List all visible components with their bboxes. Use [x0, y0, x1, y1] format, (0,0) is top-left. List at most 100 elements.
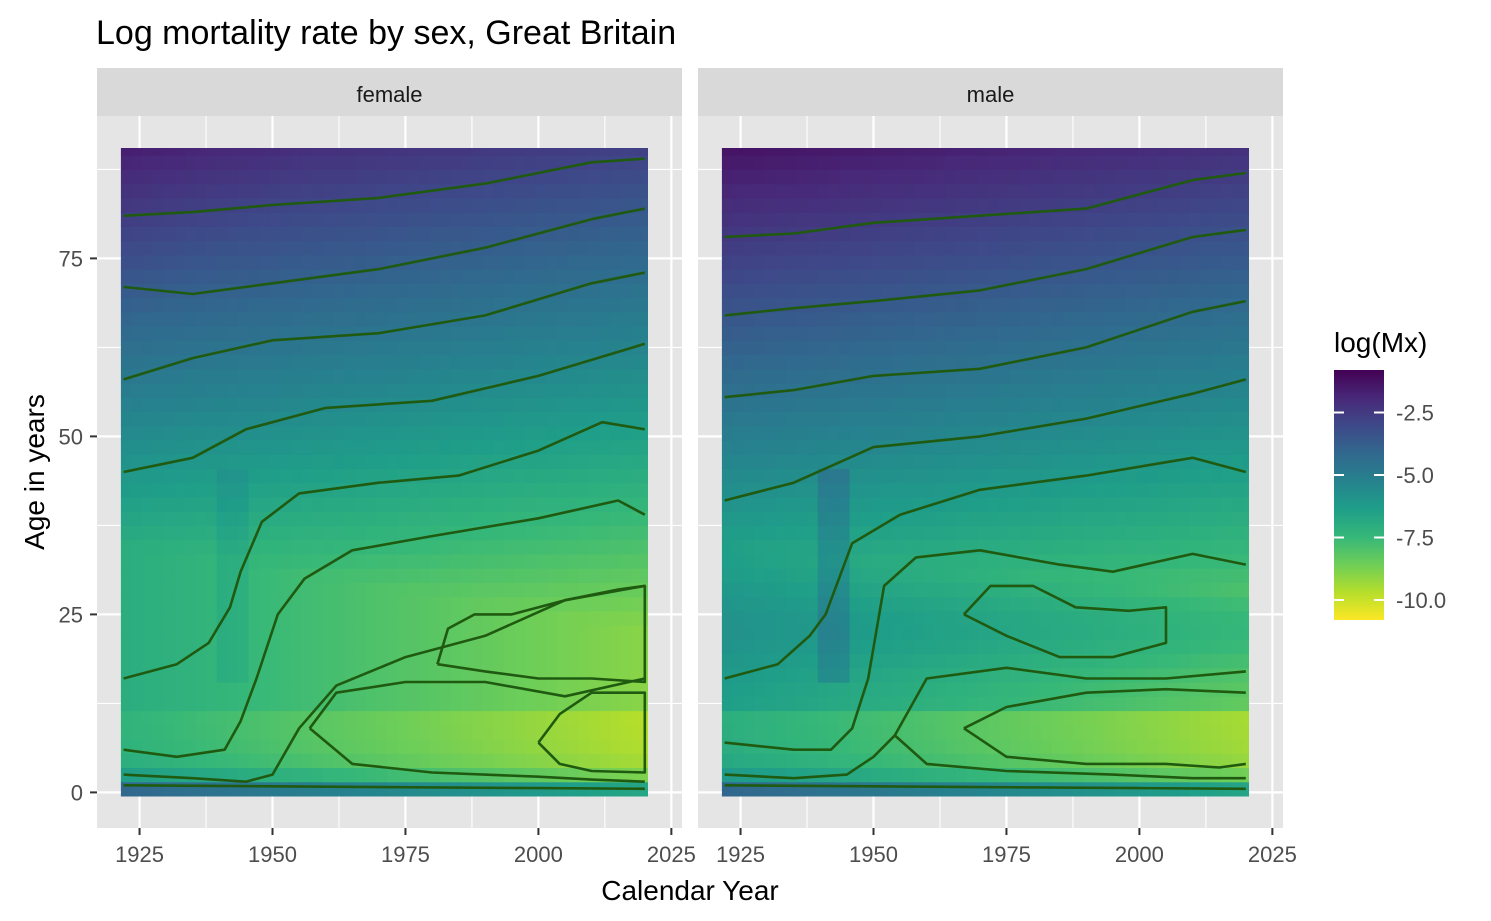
heatmap-tile — [610, 155, 622, 170]
heatmap-tile — [557, 197, 569, 213]
heatmap-tile — [1041, 511, 1053, 526]
heatmap-tile — [152, 710, 164, 726]
heatmap-tile — [1019, 753, 1031, 768]
heatmap-tile — [828, 148, 840, 156]
heatmap-tile — [764, 553, 776, 569]
heatmap-tile — [1211, 739, 1223, 754]
heatmap-tile — [312, 169, 324, 185]
heatmap-tile — [408, 639, 420, 655]
heatmap-tile — [785, 781, 797, 797]
heatmap-tile — [291, 610, 303, 626]
heatmap-tile — [131, 311, 143, 327]
heatmap-tile — [860, 269, 872, 284]
heatmap-tile — [721, 212, 734, 227]
heatmap-tile — [1072, 425, 1085, 441]
heatmap-tile — [870, 596, 882, 612]
heatmap-tile — [248, 283, 260, 299]
heatmap-tile — [610, 283, 622, 299]
heatmap-tile — [892, 781, 904, 797]
heatmap-tile — [1221, 767, 1233, 783]
heatmap-tile — [807, 653, 819, 669]
heatmap-tile — [184, 226, 196, 242]
heatmap-tile — [838, 269, 851, 284]
heatmap-tile — [642, 269, 648, 284]
heatmap-tile — [514, 397, 526, 412]
heatmap-tile — [1200, 326, 1212, 341]
heatmap-tile — [142, 625, 154, 640]
heatmap-tile — [860, 525, 872, 541]
heatmap-tile — [870, 739, 882, 754]
heatmap-tile — [610, 383, 622, 398]
heatmap-tile — [429, 197, 441, 213]
heatmap-tile — [429, 397, 441, 412]
heatmap-tile — [1211, 454, 1223, 469]
heatmap-tile — [365, 610, 377, 626]
heatmap-tile — [1189, 739, 1202, 754]
heatmap-tile — [998, 397, 1010, 412]
heatmap-tile — [913, 197, 925, 213]
heatmap-tile — [1168, 440, 1180, 455]
heatmap-tile — [785, 169, 797, 185]
heatmap-tile — [386, 682, 398, 697]
heatmap-tile — [1200, 596, 1212, 612]
heatmap-tile — [977, 340, 989, 356]
heatmap-tile — [1200, 525, 1212, 541]
heatmap-tile — [934, 368, 946, 384]
heatmap-tile — [120, 212, 133, 227]
heatmap-tile — [828, 212, 840, 227]
heatmap-tile — [216, 148, 228, 156]
heatmap-tile — [1094, 696, 1106, 712]
heatmap-tile — [259, 283, 271, 299]
heatmap-tile — [1094, 625, 1106, 640]
heatmap-tile — [482, 610, 494, 626]
heatmap-tile — [945, 682, 957, 697]
heatmap-tile — [1221, 383, 1233, 398]
heatmap-tile — [732, 496, 744, 512]
heatmap-tile — [131, 525, 143, 541]
heatmap-tile — [987, 553, 999, 569]
heatmap-tile — [333, 625, 345, 640]
heatmap-tile — [1211, 283, 1223, 299]
heatmap-tile — [892, 297, 904, 313]
heatmap-tile — [892, 411, 904, 427]
heatmap-tile — [323, 425, 335, 441]
heatmap-tile — [354, 368, 367, 384]
heatmap-tile — [775, 311, 787, 327]
heatmap-tile — [312, 539, 324, 555]
heatmap-tile — [269, 682, 281, 697]
heatmap-tile — [838, 411, 851, 427]
heatmap-tile — [849, 653, 861, 669]
heatmap-tile — [482, 753, 494, 768]
heatmap-tile — [386, 667, 398, 683]
heatmap-tile — [610, 482, 622, 498]
heatmap-tile — [1126, 696, 1138, 712]
heatmap-tile — [1115, 254, 1127, 270]
heatmap-tile — [998, 710, 1010, 726]
heatmap-tile — [924, 354, 936, 370]
heatmap-tile — [631, 440, 643, 455]
heatmap-tile — [1009, 155, 1021, 170]
heatmap-tile — [610, 269, 622, 284]
heatmap-tile — [227, 169, 239, 185]
heatmap-tile — [1094, 582, 1106, 598]
heatmap-tile — [418, 311, 430, 327]
heatmap-tile — [924, 553, 936, 569]
heatmap-tile — [397, 724, 409, 740]
heatmap-tile — [216, 411, 228, 427]
heatmap-tile — [546, 354, 558, 370]
heatmap-tile — [775, 767, 787, 783]
heatmap-tile — [493, 682, 505, 697]
heatmap-tile — [764, 397, 776, 412]
heatmap-tile — [870, 283, 882, 299]
heatmap-tile — [588, 425, 601, 441]
heatmap-tile — [312, 625, 324, 640]
heatmap-tile — [998, 511, 1010, 526]
heatmap-tile — [152, 340, 164, 356]
heatmap-tile — [567, 368, 579, 384]
heatmap-tile — [913, 639, 925, 655]
heatmap-tile — [1041, 710, 1053, 726]
heatmap-tile — [152, 596, 164, 612]
heatmap-tile — [535, 610, 547, 626]
heatmap-tile — [753, 425, 765, 441]
heatmap-tile — [323, 183, 335, 199]
